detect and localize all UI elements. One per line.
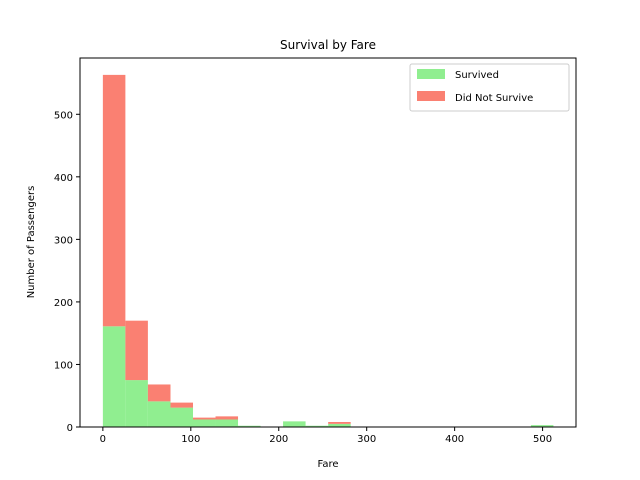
histogram-bars bbox=[102, 74, 554, 427]
bar-did-not-survive-bin-1 bbox=[125, 320, 148, 381]
bar-survived-bin-5 bbox=[215, 419, 239, 427]
bar-survived-bin-0 bbox=[102, 326, 126, 427]
bar-did-not-survive-bin-5 bbox=[215, 416, 239, 420]
bar-survived-bin-1 bbox=[125, 380, 148, 427]
y-tick-label: 100 bbox=[54, 360, 73, 371]
bar-survived-bin-4 bbox=[193, 419, 216, 427]
y-axis-ticks: 0 100 200 300 400 500 bbox=[54, 110, 80, 434]
bar-did-not-survive-bin-0 bbox=[102, 74, 126, 327]
y-tick-label: 500 bbox=[54, 110, 73, 121]
bar-survived-bin-6 bbox=[238, 425, 261, 427]
bar-did-not-survive-bin-10 bbox=[328, 421, 351, 424]
bar-survived-bin-10 bbox=[328, 423, 351, 427]
bar-survived-bin-3 bbox=[170, 407, 194, 427]
y-tick-label: 200 bbox=[54, 298, 73, 309]
legend-label-did-not-survive: Did Not Survive bbox=[455, 93, 533, 104]
bar-did-not-survive-bin-4 bbox=[193, 417, 216, 420]
x-tick-label: 200 bbox=[269, 434, 288, 445]
x-tick-label: 300 bbox=[357, 434, 376, 445]
chart-title: Survival by Fare bbox=[280, 38, 376, 52]
y-tick-label: 0 bbox=[67, 423, 73, 434]
bar-survived-bin-9 bbox=[305, 425, 329, 427]
y-tick-label: 300 bbox=[54, 235, 73, 246]
x-axis-label: Fare bbox=[317, 459, 338, 470]
x-tick-label: 0 bbox=[100, 434, 106, 445]
legend-box bbox=[409, 63, 570, 112]
bar-survived-bin-2 bbox=[147, 401, 171, 427]
x-tick-label: 400 bbox=[445, 434, 464, 445]
x-tick-label: 500 bbox=[533, 434, 552, 445]
bar-did-not-survive-bin-3 bbox=[170, 402, 194, 408]
bar-survived-bin-8 bbox=[283, 421, 306, 427]
bar-survived-bin-19 bbox=[530, 425, 554, 427]
legend-label-survived: Survived bbox=[455, 70, 499, 81]
x-tick-label: 100 bbox=[181, 434, 200, 445]
bar-did-not-survive-bin-2 bbox=[147, 384, 171, 402]
y-tick-label: 400 bbox=[54, 173, 73, 184]
x-axis-ticks: 0 100 200 300 400 500 bbox=[100, 427, 552, 445]
plot-frame bbox=[79, 57, 577, 428]
legend-swatch-did-not-survive bbox=[417, 91, 445, 101]
legend: Survived Did Not Survive bbox=[409, 63, 570, 112]
y-axis-label: Number of Passengers bbox=[26, 186, 37, 299]
legend-swatch-survived bbox=[417, 69, 445, 79]
